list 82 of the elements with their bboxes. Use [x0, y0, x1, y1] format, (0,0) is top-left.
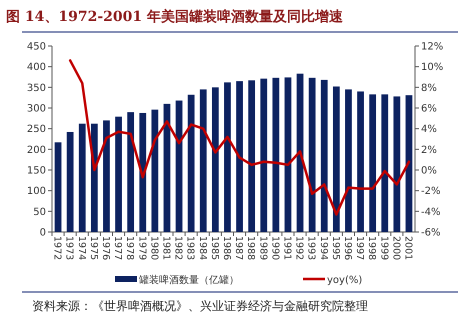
x-tick-label: 1984 [196, 236, 208, 260]
bar [393, 96, 400, 232]
x-tick-label: 1975 [88, 236, 99, 260]
x-tick-label: 1993 [306, 236, 317, 260]
bar [66, 132, 74, 232]
text: 资料来源：《世界啤酒概况》、兴业证券经济与金融研究院整理 [32, 299, 368, 313]
y-tick-label: 0 [40, 228, 46, 238]
y-tick-label: 150 [26, 166, 46, 176]
y2-tick-label: 0% [421, 166, 437, 176]
x-tick-label: 1985 [208, 236, 220, 260]
bar [188, 94, 195, 232]
y-tick-label: 200 [26, 144, 46, 156]
bar [308, 78, 316, 232]
y-tick-label: 250 [26, 124, 46, 136]
x-tick-label: 1979 [136, 236, 148, 260]
y-tick-label: 400 [26, 62, 46, 74]
y2-tick-label: -6% [421, 228, 440, 238]
x-tick-label: 1998 [366, 236, 378, 260]
legend-label: yoy(%) [327, 275, 362, 286]
x-tick-label: 1996 [342, 236, 353, 260]
x-tick-label: 1980 [148, 236, 160, 260]
y-tick-label: 300 [26, 104, 46, 114]
x-tick-label: 1991 [281, 236, 292, 260]
y2-tick-label: 12% [421, 42, 444, 52]
x-tick-label: 2000 [390, 236, 402, 260]
x-tick-label: 1982 [172, 236, 184, 260]
bar [332, 86, 340, 232]
x-tick-label: 1986 [220, 236, 232, 260]
x-tick-label: 1977 [112, 236, 124, 260]
x-tick-label: 1994 [318, 236, 329, 260]
bar [176, 100, 182, 232]
bar [260, 78, 268, 232]
legend-label: 罐装啤酒数量（亿罐） [139, 274, 239, 286]
x-tick-label: 1989 [257, 236, 268, 260]
chart-title: 图 14、1972-2001 年美国罐装啤酒数量及同比增速 [6, 8, 344, 25]
x-tick-label: 1972 [52, 236, 63, 260]
x-tick-label: 1973 [64, 236, 75, 260]
bar [320, 80, 328, 232]
x-tick-label: 1981 [160, 236, 172, 260]
x-tick-label: 2001 [402, 236, 414, 260]
bar [284, 77, 292, 232]
y2-tick-label: 4% [421, 124, 437, 136]
bar [406, 95, 412, 232]
y2-tick-label: 6% [421, 104, 437, 114]
bar [236, 81, 243, 232]
bar [200, 89, 207, 232]
y2-tick-label: -4% [421, 206, 440, 218]
x-tick-label: 1990 [269, 236, 280, 260]
y2-tick-label: 2% [421, 144, 437, 156]
x-tick-label: 1987 [233, 236, 244, 260]
bar [224, 82, 231, 232]
bar [115, 116, 122, 232]
x-tick-label: 1988 [245, 236, 256, 260]
bar [272, 78, 280, 232]
x-tick-label: 1992 [294, 236, 305, 260]
bar [103, 120, 110, 232]
bar [212, 87, 219, 232]
y-tick-label: 350 [26, 82, 46, 94]
x-tick-label: 1999 [378, 236, 390, 260]
bar [127, 112, 134, 232]
bar [78, 124, 86, 232]
y-tick-label: 50 [33, 206, 46, 218]
x-tick-label: 1974 [76, 236, 87, 260]
y2-tick-label: -2% [421, 186, 440, 198]
x-tick-label: 1995 [330, 236, 341, 260]
bar [381, 94, 388, 232]
bar [296, 74, 304, 232]
bar [151, 110, 158, 232]
y2-tick-label: 10% [421, 62, 444, 74]
bar [54, 142, 62, 232]
bar [369, 94, 376, 232]
bar [248, 80, 256, 232]
bar [357, 91, 364, 232]
y-tick-label: 450 [26, 42, 46, 52]
bar [164, 104, 170, 232]
x-tick-label: 1997 [354, 236, 366, 260]
x-tick-label: 1976 [100, 236, 111, 260]
y2-tick-label: 8% [421, 82, 437, 94]
y-tick-label: 100 [26, 186, 46, 198]
bar [345, 89, 352, 232]
x-tick-label: 1983 [184, 236, 196, 260]
x-tick-label: 1978 [124, 236, 136, 260]
